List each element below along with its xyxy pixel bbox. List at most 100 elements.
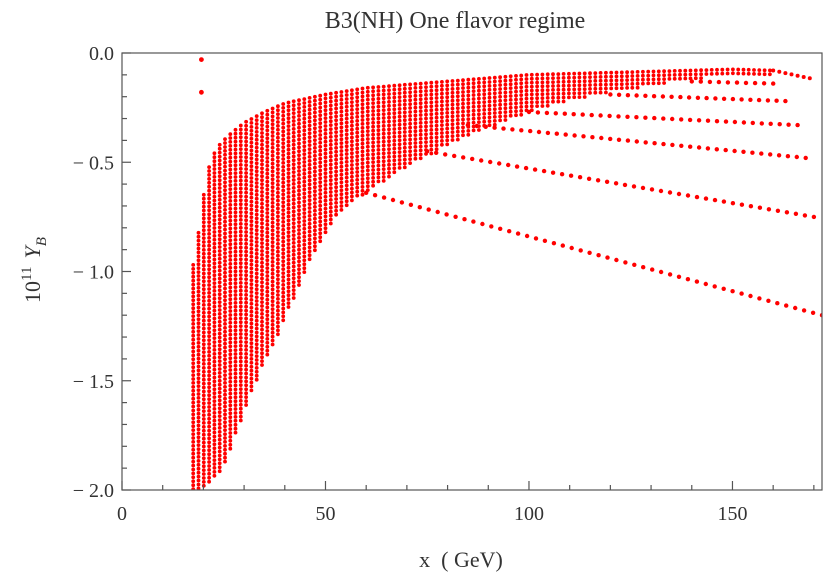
data-point (302, 152, 307, 157)
data-point (281, 117, 286, 122)
data-point (482, 96, 487, 100)
data-point (212, 395, 217, 399)
data-point (281, 251, 286, 256)
data-point (323, 96, 328, 101)
data-point (196, 368, 201, 373)
data-point (328, 174, 333, 179)
data-point (212, 399, 217, 403)
data-point (201, 291, 206, 295)
data-point (254, 177, 259, 182)
data-point (228, 419, 233, 424)
data-point (397, 142, 402, 147)
data-point (249, 298, 254, 302)
data-point (318, 164, 323, 169)
y-tick-label: − 1.5 (73, 371, 114, 393)
data-point (450, 110, 455, 115)
data-point (238, 123, 243, 128)
data-point (392, 91, 397, 96)
data-point (588, 79, 592, 83)
data-point (757, 205, 763, 210)
data-point (201, 389, 206, 394)
data-point (365, 152, 370, 157)
data-point (223, 180, 227, 185)
data-point (704, 95, 709, 101)
data-point (503, 110, 508, 114)
data-point (297, 212, 301, 217)
data-point (355, 87, 360, 92)
data-point (344, 171, 349, 176)
data-point (228, 328, 233, 333)
data-point (714, 119, 720, 124)
data-point (223, 208, 227, 212)
data-point (582, 79, 587, 84)
data-point (286, 242, 291, 247)
data-point (556, 72, 561, 76)
data-point (291, 111, 296, 115)
data-point (519, 77, 524, 82)
data-point (223, 278, 227, 283)
data-point (318, 188, 323, 192)
data-point (286, 139, 291, 144)
data-point (265, 352, 270, 357)
data-point (291, 268, 296, 273)
data-point (244, 190, 249, 195)
data-point (291, 229, 296, 234)
data-point (207, 204, 212, 209)
data-point (212, 430, 217, 435)
data-point (365, 148, 370, 153)
data-point (402, 157, 407, 162)
data-point (212, 466, 217, 470)
data-point (254, 200, 259, 205)
data-point (471, 116, 476, 121)
data-point (313, 118, 317, 123)
data-point (302, 211, 307, 216)
data-point (344, 108, 349, 113)
data-point (619, 70, 624, 75)
data-point (254, 318, 259, 323)
data-point (270, 145, 275, 150)
data-point (217, 245, 222, 249)
data-point (323, 108, 328, 113)
data-point (408, 153, 412, 158)
data-point (413, 101, 418, 106)
data-point (270, 138, 275, 142)
data-point (212, 230, 217, 234)
data-point (270, 228, 275, 233)
data-point (254, 307, 259, 311)
data-point (217, 142, 222, 147)
data-point (402, 134, 407, 138)
data-point (519, 105, 524, 109)
data-point (302, 215, 307, 219)
data-point (551, 95, 555, 100)
data-point (238, 300, 243, 305)
data-point (223, 353, 227, 358)
data-point (196, 360, 201, 365)
x-tick-label: 0 (117, 503, 127, 525)
data-point (318, 129, 323, 133)
data-point (196, 423, 201, 428)
data-point (223, 310, 227, 314)
data-point (260, 209, 264, 214)
data-point (201, 244, 206, 248)
data-point (260, 142, 264, 147)
data-point (609, 74, 614, 79)
data-point (201, 248, 206, 252)
data-point (212, 285, 217, 289)
data-point (551, 80, 555, 84)
data-point (191, 483, 196, 488)
data-point (542, 238, 548, 243)
data-point (276, 151, 280, 156)
data-point (276, 186, 280, 191)
data-point (217, 469, 222, 474)
data-point (191, 294, 196, 299)
data-point (510, 127, 515, 132)
data-point (223, 282, 227, 287)
data-point (228, 262, 233, 266)
data-point (376, 116, 381, 121)
data-point (223, 168, 227, 173)
data-point (217, 449, 222, 454)
data-point (604, 86, 608, 91)
data-point (238, 387, 243, 391)
data-point (191, 361, 196, 366)
data-point (698, 79, 703, 84)
